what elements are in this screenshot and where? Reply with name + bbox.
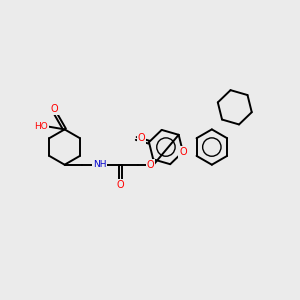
Text: O: O [117, 180, 124, 190]
Text: O: O [179, 147, 187, 157]
Text: O: O [137, 134, 145, 143]
Text: NH: NH [93, 160, 107, 169]
Text: HO: HO [34, 122, 48, 131]
Text: O: O [50, 104, 58, 114]
Text: O: O [147, 160, 154, 170]
